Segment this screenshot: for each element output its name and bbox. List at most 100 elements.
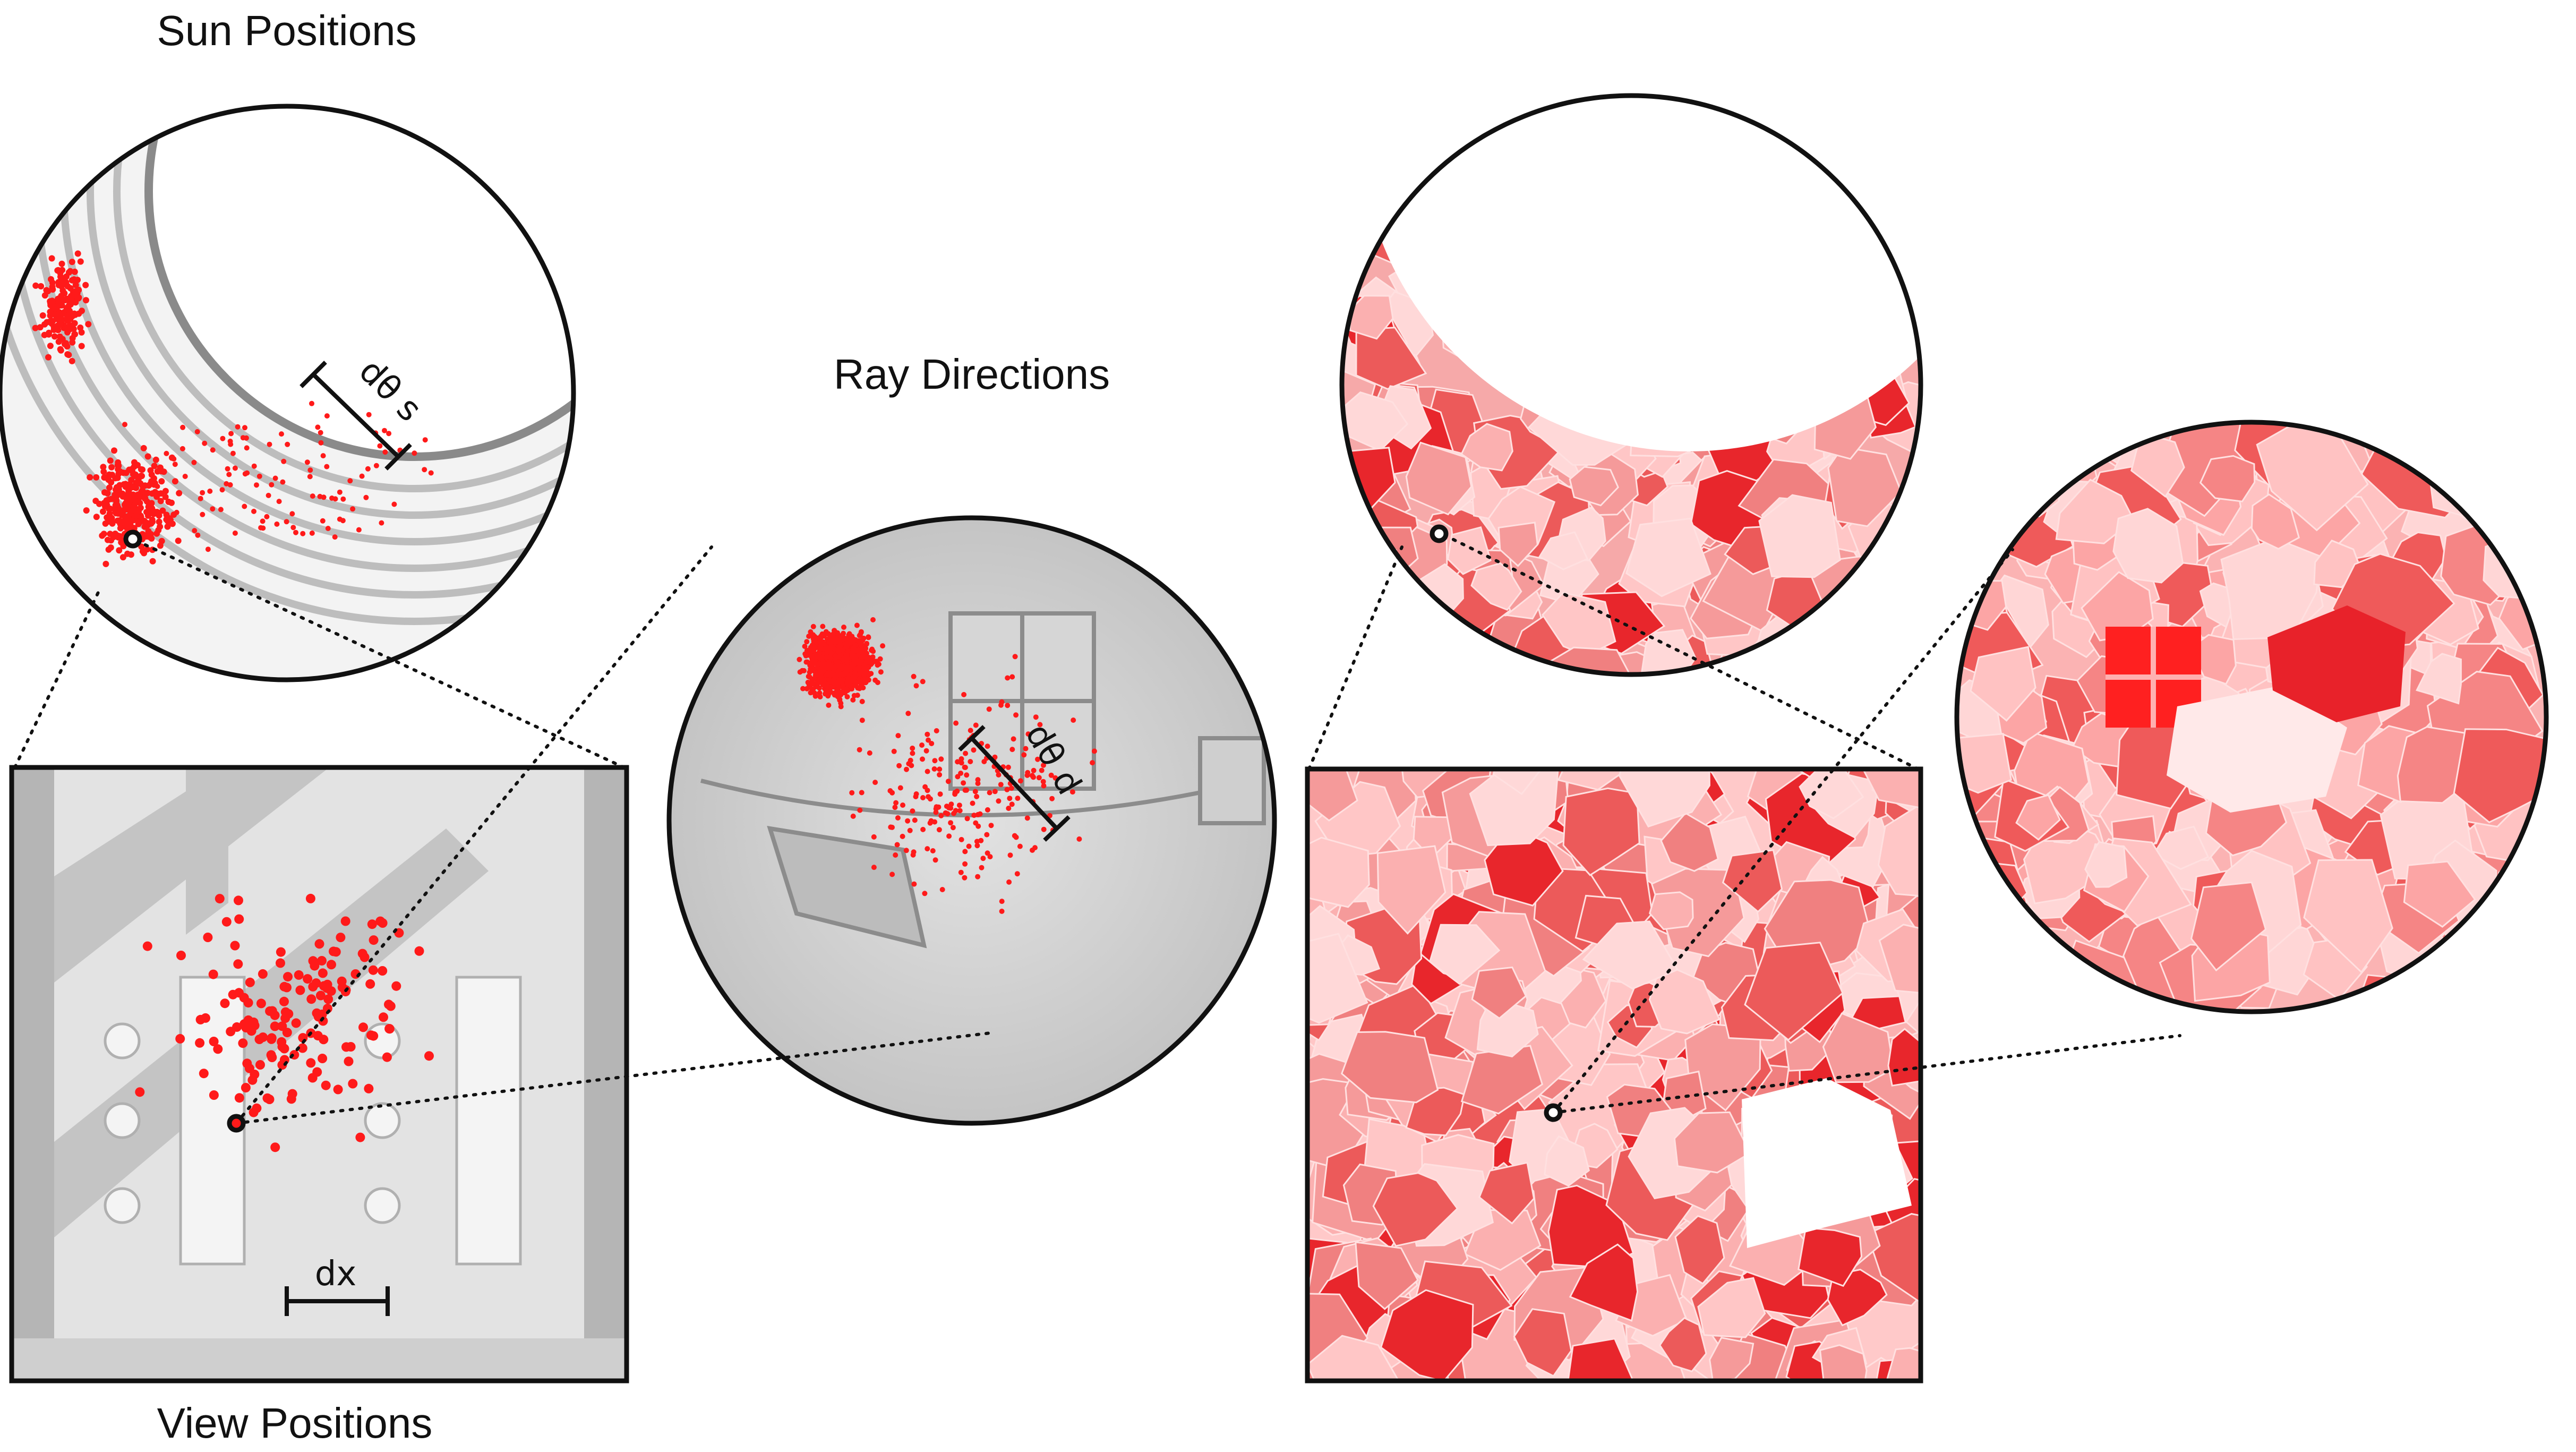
sample-dot — [52, 305, 58, 312]
sample-dot — [270, 1142, 280, 1152]
sample-dot — [907, 827, 913, 833]
sample-dot — [337, 489, 343, 495]
voronoi-cell — [1439, 664, 1509, 674]
sample-dot — [414, 946, 424, 956]
sample-dot — [925, 768, 930, 774]
sample-dot — [142, 941, 152, 951]
sample-dot — [987, 790, 992, 796]
sample-dot — [232, 530, 238, 536]
sample-dot — [279, 431, 284, 437]
sample-dot — [308, 981, 318, 992]
sample-dot — [100, 468, 107, 475]
sample-dot — [144, 453, 151, 460]
sample-dot — [391, 981, 401, 991]
sample-dot — [113, 510, 119, 517]
sample-dot — [241, 1083, 251, 1092]
sample-dot — [62, 275, 68, 281]
sample-dot — [814, 672, 820, 678]
sample-dot — [264, 1095, 275, 1104]
sample-dot — [920, 826, 926, 832]
voronoi-cell — [1957, 858, 2028, 935]
sample-dot — [107, 513, 114, 520]
sample-dot — [69, 277, 75, 284]
sample-dot — [892, 805, 898, 810]
sample-dot — [858, 669, 863, 675]
sample-dot — [359, 473, 365, 479]
voronoi-cell — [1957, 885, 2003, 946]
sample-dot — [71, 320, 78, 327]
sample-dot — [923, 748, 929, 754]
sample-dot — [888, 824, 894, 830]
sample-dot — [164, 523, 171, 530]
sample-dot — [931, 766, 937, 772]
sample-dot — [234, 988, 244, 998]
voronoi-cell — [1965, 887, 2021, 939]
sample-dot — [379, 1012, 388, 1022]
sample-dot — [325, 526, 331, 531]
sample-dot — [171, 456, 177, 462]
sample-dot — [913, 791, 919, 797]
sample-dot — [806, 634, 812, 639]
sample-dot — [962, 765, 968, 770]
sample-dot — [149, 509, 156, 516]
sample-dot — [87, 474, 93, 481]
sample-dot — [135, 1087, 145, 1097]
sample-dot — [958, 869, 964, 875]
sample-dot — [289, 511, 295, 517]
sample-dot — [202, 440, 208, 446]
voronoi-cell — [1307, 836, 1370, 908]
view-heatmap-panel — [1307, 769, 1921, 1381]
sample-dot — [985, 807, 990, 813]
voronoi-cell — [1887, 1028, 1921, 1087]
sample-dot — [113, 497, 119, 503]
view-positions-title: View Positions — [157, 1399, 433, 1447]
sample-dot — [1041, 826, 1047, 832]
sample-dot — [895, 815, 901, 821]
sample-dot — [985, 744, 990, 749]
sample-dot — [182, 474, 188, 479]
sample-dot — [838, 643, 844, 648]
sample-dot — [871, 865, 877, 870]
sample-dot — [928, 796, 933, 802]
voronoi-cell — [1957, 952, 2002, 1012]
sample-dot — [938, 756, 944, 762]
sample-dot — [870, 654, 876, 660]
sample-dot — [220, 998, 230, 1009]
sample-dot — [382, 449, 388, 455]
sample-dot — [378, 966, 388, 976]
sample-dot — [267, 1033, 277, 1043]
sample-dot — [825, 654, 831, 660]
sample-dot — [32, 282, 39, 289]
sample-dot — [320, 453, 326, 459]
sample-dot — [911, 673, 917, 679]
sample-dot — [962, 849, 968, 855]
sample-dot — [108, 464, 115, 471]
sample-dot — [254, 482, 259, 488]
sample-dot — [382, 1052, 392, 1062]
sun-selected-point — [123, 529, 142, 549]
sample-dot — [126, 517, 133, 524]
sample-dot — [897, 785, 903, 791]
sample-dot — [285, 441, 290, 447]
sample-dot — [1015, 796, 1021, 801]
sample-dot — [274, 521, 280, 527]
sample-dot — [319, 1035, 329, 1045]
sample-dot — [936, 804, 942, 810]
voronoi-cell — [2445, 422, 2524, 484]
sample-dot — [251, 463, 257, 469]
sample-dot — [45, 288, 52, 295]
sample-dot — [57, 302, 64, 309]
sample-dot — [71, 310, 78, 317]
sample-dot — [256, 998, 266, 1009]
sample-dot — [807, 650, 813, 655]
voronoi-cell — [1957, 921, 2009, 978]
sample-dot — [309, 400, 314, 406]
sample-dot — [970, 800, 975, 806]
sample-dot — [295, 985, 305, 995]
sample-dot — [384, 1024, 395, 1034]
sample-dot — [340, 496, 346, 502]
sample-dot — [267, 1053, 277, 1062]
sample-dot — [386, 1001, 396, 1011]
sample-dot — [269, 482, 275, 488]
sample-dot — [260, 518, 266, 524]
